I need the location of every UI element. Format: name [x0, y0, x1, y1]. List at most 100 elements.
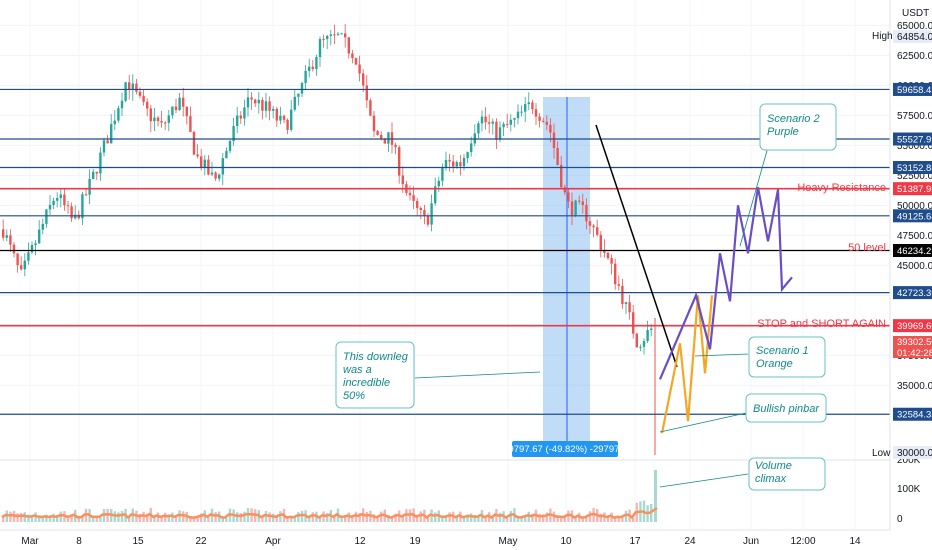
volume-bar: [77, 517, 80, 522]
candle-body: [315, 57, 318, 70]
candle-body: [592, 225, 595, 228]
time-tick-label: 17: [629, 536, 641, 547]
volume-bar: [214, 511, 217, 522]
last-price-value: 39302.50: [897, 337, 932, 348]
candle-body: [498, 127, 502, 140]
volume-bar: [390, 517, 394, 522]
candle-body: [225, 150, 228, 159]
volume-bar: [351, 515, 354, 522]
candle-body: [185, 106, 188, 117]
volume-bar: [599, 513, 602, 522]
candle-body: [63, 194, 66, 206]
candle-body: [448, 159, 451, 162]
level-tag-bg: [893, 160, 932, 174]
time-tick-label: 12: [354, 536, 366, 547]
candle-body: [27, 252, 30, 261]
level-tag-value: 55527.92: [897, 135, 932, 146]
volume-bar: [354, 511, 358, 522]
candle-body: [48, 205, 52, 210]
candle-body: [142, 95, 145, 102]
measure-label[interactable]: -29797.67 (-49.82%) -2979767: [500, 441, 630, 457]
candle-body: [23, 260, 26, 270]
price-tick-label: 45000.00: [897, 261, 932, 272]
candle-body: [164, 122, 167, 124]
low-marker: Low 30000.00: [872, 446, 932, 459]
candle-body: [308, 66, 311, 71]
trend-line[interactable]: [595, 124, 678, 368]
volume-bar: [311, 512, 314, 522]
candle-body: [466, 152, 469, 159]
candle-body: [603, 249, 606, 253]
candle-body: [635, 333, 638, 348]
low-value: 30000.00: [897, 448, 932, 459]
candle-body: [527, 102, 530, 105]
volume-bar: [470, 513, 473, 522]
volume-bar: [542, 514, 545, 522]
volume-bar: [308, 516, 311, 522]
scenario-2-purple-path[interactable]: [658, 187, 793, 380]
candle-body: [362, 73, 365, 86]
candle-body: [203, 159, 206, 169]
volume-bar: [221, 517, 224, 522]
volume-bar: [491, 517, 494, 522]
candle-body: [509, 119, 512, 125]
time-tick-label: 15: [132, 536, 144, 547]
candle-body: [117, 108, 120, 121]
note-scenario2[interactable]: Scenario 2 Purple: [759, 103, 837, 151]
candle-body: [614, 263, 617, 285]
scenario2-connector: [739, 139, 771, 247]
volume-bar: [268, 512, 271, 522]
volume-bar: [225, 517, 228, 522]
candle-body: [311, 66, 314, 70]
volume-bar: [30, 515, 34, 522]
candle-body: [477, 123, 480, 134]
volume-bar: [318, 517, 322, 522]
candle-body: [502, 123, 505, 128]
level-tag-bg: [893, 182, 932, 196]
candle-body: [383, 138, 386, 144]
scenario-1-orange-path[interactable]: [660, 295, 714, 434]
level-price-tags: 59658.42 55527.92 53152.88 51387.96 49125.64…: [893, 82, 932, 421]
volume-bar: [462, 516, 466, 522]
candle-body: [455, 162, 458, 167]
candle-body: [110, 124, 113, 144]
time-tick-label: 8: [76, 536, 82, 547]
candle-body: [426, 215, 430, 225]
candle-body: [567, 192, 570, 202]
candle-body: [113, 120, 116, 125]
volume-bar: [563, 516, 566, 522]
currency-label: USDT: [902, 8, 929, 19]
volume-bar: [484, 516, 487, 522]
note-pinbar[interactable]: Bullish pinbar: [745, 393, 827, 423]
volume-bar: [585, 517, 588, 522]
candle-body: [221, 158, 224, 175]
time-tick-label: May: [499, 536, 518, 547]
candle-body: [599, 234, 602, 250]
volume-tick-label: 100K: [897, 484, 921, 495]
candle-body: [120, 100, 124, 109]
price-tick-label: 65000.00: [897, 21, 932, 32]
note-downleg[interactable]: This downleg was a incredible 50%: [335, 341, 415, 409]
volume-bar: [45, 514, 48, 522]
level-tag-value: 49125.64: [897, 211, 932, 222]
volume-bar: [66, 515, 70, 522]
volume-tick-label: 200K: [897, 455, 921, 466]
candle-body: [444, 159, 448, 168]
note-scenario1[interactable]: Scenario 1 Orange: [748, 336, 826, 378]
candle-body: [484, 116, 487, 123]
volume-bar: [120, 510, 124, 522]
candle-body: [423, 209, 426, 216]
candle-body: [506, 123, 509, 125]
candle-body: [398, 147, 401, 176]
candle-body: [365, 85, 368, 101]
volume-bar: [92, 515, 95, 522]
volume-bar: [441, 515, 444, 522]
volume-bar: [416, 514, 419, 522]
note-volume[interactable]: Volume climax: [748, 457, 826, 491]
candle-body: [322, 39, 325, 41]
time-axis-ticks[interactable]: Mar 8 15 22 Apr 12 19 May 10 17 24 Jun 12:00 14: [21, 536, 861, 547]
level-tag-bg: [893, 132, 932, 146]
volume-bar: [99, 515, 102, 522]
volume-bar: [545, 512, 548, 522]
